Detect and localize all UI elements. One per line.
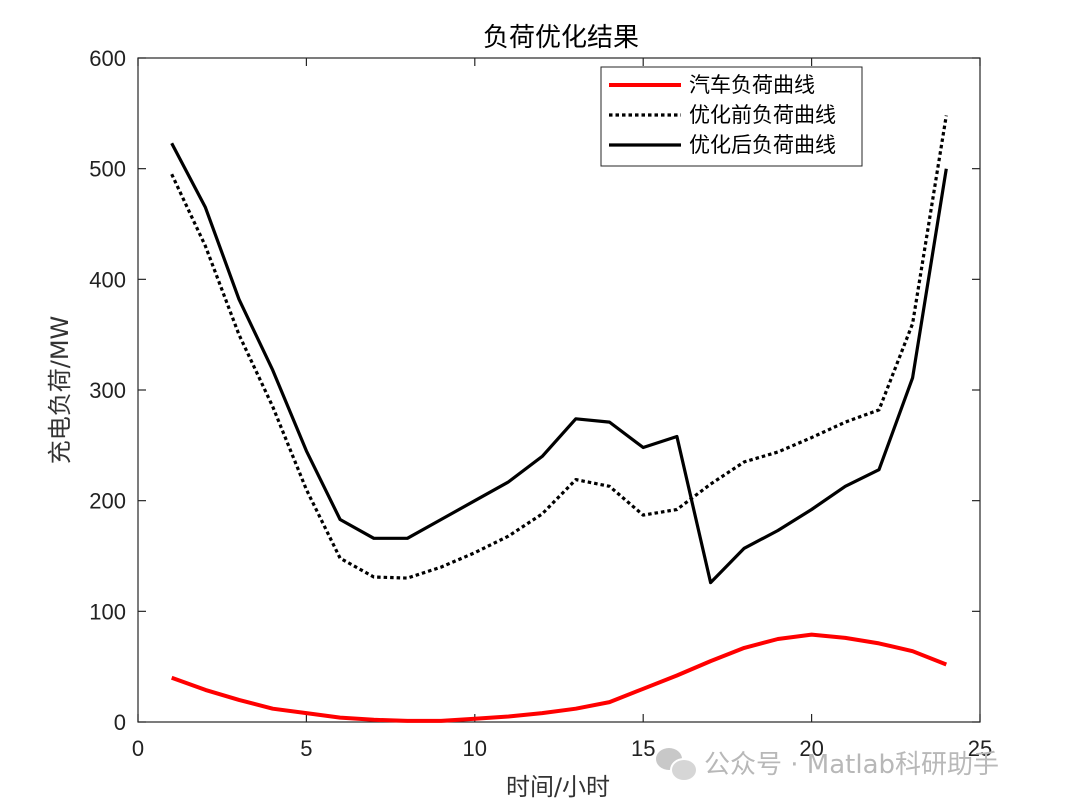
series-lines	[170, 115, 948, 723]
wechat-icon	[656, 746, 698, 782]
y-tick-label: 100	[89, 599, 126, 624]
x-tick-label: 15	[631, 736, 655, 761]
watermark-text: 公众号 · Matlab科研助手	[704, 750, 1000, 780]
watermark: 公众号 · Matlab科研助手	[656, 744, 1000, 782]
y-tick-label: 200	[89, 489, 126, 514]
y-axis-label: 充电负荷/MW	[46, 316, 74, 465]
x-axis-label: 时间/小时	[506, 773, 610, 801]
x-tick-label: 10	[463, 736, 487, 761]
chart-title: 负荷优化结果	[483, 23, 639, 53]
legend-label: 优化前负荷曲线	[689, 103, 836, 127]
legend-label: 汽车负荷曲线	[689, 73, 815, 97]
series-line-1	[171, 632, 948, 723]
y-tick-label: 0	[114, 710, 126, 735]
series-line-3	[170, 142, 948, 585]
legend-label: 优化后负荷曲线	[689, 133, 836, 157]
y-tick-label: 600	[89, 46, 126, 71]
x-tick-label: 25	[968, 736, 992, 761]
axis-ticks: 0 5 10 15 20 25 0 100 200 300 400 500 600	[89, 46, 992, 761]
y-tick-label: 400	[89, 267, 126, 292]
plot-area	[137, 57, 981, 723]
x-tick-label: 0	[132, 736, 144, 761]
y-tick-label: 300	[89, 378, 126, 403]
series-line-2	[170, 115, 948, 580]
x-tick-label: 20	[799, 736, 823, 761]
x-tick-label: 5	[300, 736, 312, 761]
y-tick-label: 500	[89, 157, 126, 182]
